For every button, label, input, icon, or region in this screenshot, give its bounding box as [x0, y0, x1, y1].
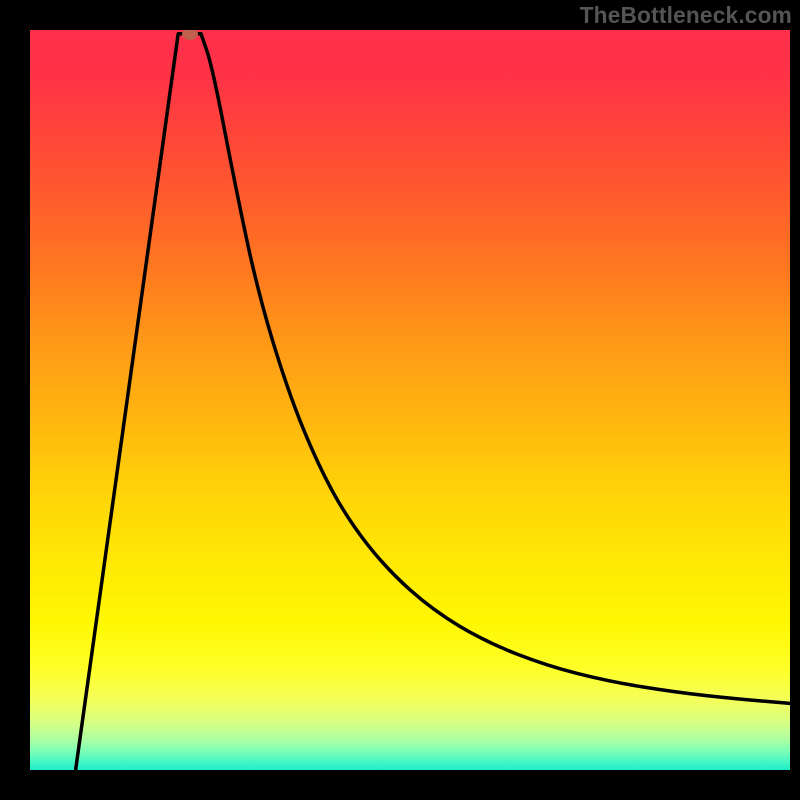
- watermark-text: TheBottleneck.com: [580, 2, 792, 29]
- plot-area: [30, 30, 790, 770]
- bottleneck-curve: [30, 30, 790, 770]
